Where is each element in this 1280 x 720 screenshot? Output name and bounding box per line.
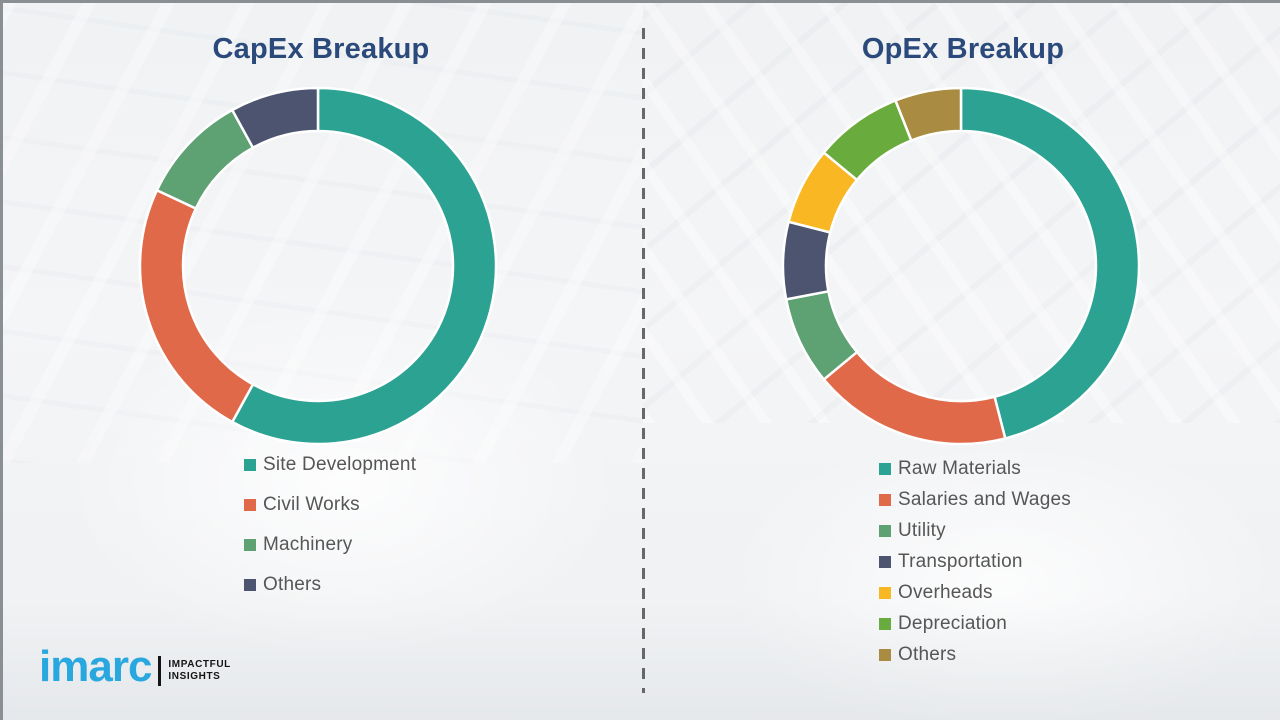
legend-label-others: Others xyxy=(263,574,322,595)
legend-swatch-overheads xyxy=(879,587,891,599)
legend-swatch-salaries-and-wages xyxy=(879,494,891,506)
legend-swatch-utility xyxy=(879,525,891,537)
legend-item-others: Others xyxy=(244,574,416,596)
legend-label-utility: Utility xyxy=(898,520,946,541)
donut-segment-transportation xyxy=(781,220,832,301)
donut-segment-raw-materials xyxy=(959,86,1141,440)
capex-chart-title: CapEx Breakup xyxy=(212,33,430,65)
legend-label-depreciation: Depreciation xyxy=(898,613,1008,634)
legend-label-overheads: Overheads xyxy=(898,582,993,603)
legend-swatch-others xyxy=(244,579,256,591)
logo-tagline: IMPACTFUL INSIGHTS xyxy=(168,659,230,683)
capex-donut-chart xyxy=(138,86,498,446)
legend-swatch-raw-materials xyxy=(879,463,891,475)
capex-legend: Site Development Civil Works Machinery Othe… xyxy=(244,454,416,614)
legend-item-transportation: Transportation xyxy=(879,551,1071,573)
logo-tagline-line1: IMPACTFUL xyxy=(168,659,231,670)
legend-item-others: Others xyxy=(879,644,1071,666)
donut-segment-site-development xyxy=(231,86,498,446)
legend-swatch-transportation xyxy=(879,556,891,568)
legend-swatch-others xyxy=(879,649,891,661)
legend-item-overheads: Overheads xyxy=(879,582,1071,604)
legend-item-site-development: Site Development xyxy=(244,454,416,476)
divider-dashed-line xyxy=(642,28,645,693)
legend-swatch-civil-works xyxy=(244,499,256,511)
opex-legend: Raw Materials Salaries and Wages Utility Tr… xyxy=(879,458,1071,675)
legend-item-raw-materials: Raw Materials xyxy=(879,458,1071,480)
legend-item-civil-works: Civil Works xyxy=(244,494,416,516)
imarc-logo-text: imarc xyxy=(39,642,152,691)
donut-segment-others xyxy=(231,86,320,149)
legend-label-civil-works: Civil Works xyxy=(263,494,360,515)
legend-item-salaries-and-wages: Salaries and Wages xyxy=(879,489,1071,511)
legend-label-site-development: Site Development xyxy=(263,454,417,475)
legend-swatch-site-development xyxy=(244,459,256,471)
legend-label-others: Others xyxy=(898,644,957,665)
legend-swatch-machinery xyxy=(244,539,256,551)
legend-item-depreciation: Depreciation xyxy=(879,613,1071,635)
logo-tagline-line2: INSIGHTS xyxy=(168,671,221,682)
legend-label-salaries-and-wages: Salaries and Wages xyxy=(898,489,1071,510)
donut-segment-machinery xyxy=(155,108,255,210)
donut-segment-salaries-and-wages xyxy=(822,350,1007,446)
imarc-logo: imarc IMPACTFUL INSIGHTS xyxy=(39,645,231,689)
legend-item-utility: Utility xyxy=(879,520,1071,542)
opex-chart-title: OpEx Breakup xyxy=(861,33,1065,65)
legend-item-machinery: Machinery xyxy=(244,534,416,556)
legend-label-raw-materials: Raw Materials xyxy=(898,458,1021,479)
logo-divider-bar xyxy=(158,656,162,686)
legend-label-machinery: Machinery xyxy=(263,534,353,555)
legend-swatch-depreciation xyxy=(879,618,891,630)
legend-label-transportation: Transportation xyxy=(898,551,1023,572)
donut-segment-others xyxy=(894,86,963,142)
donut-segment-civil-works xyxy=(138,188,255,424)
opex-donut-chart xyxy=(781,86,1141,446)
